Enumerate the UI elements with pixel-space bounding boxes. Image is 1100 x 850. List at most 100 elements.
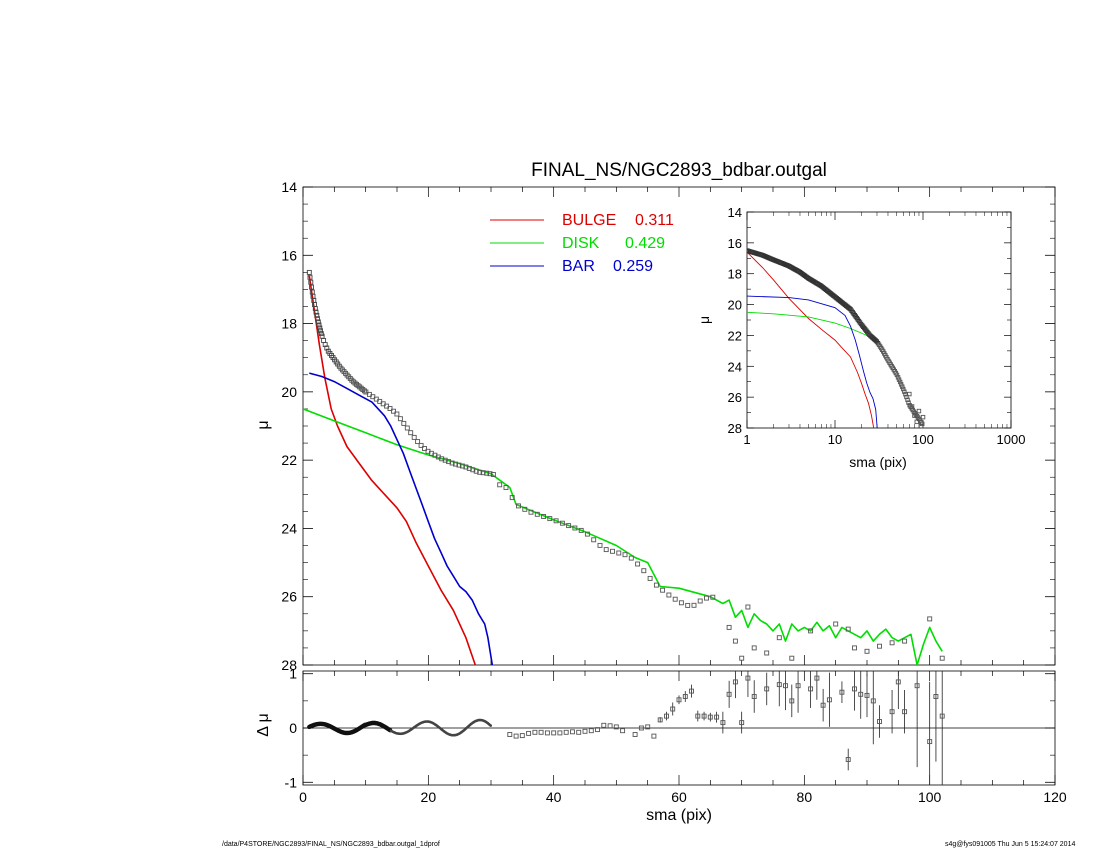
- data-point-outer: [845, 626, 851, 632]
- data-point: [401, 420, 407, 426]
- residual-point: [544, 730, 550, 736]
- data-point: [704, 595, 709, 601]
- data-point: [422, 446, 427, 451]
- legend-label-bar: BAR: [562, 258, 595, 275]
- residual-point: [751, 694, 757, 699]
- data-point-outer: [939, 655, 945, 661]
- inset-background: [747, 212, 1011, 428]
- data-point: [318, 328, 323, 334]
- data-point: [308, 279, 314, 285]
- residual-point: [808, 686, 814, 692]
- data-point: [490, 472, 496, 477]
- series-line-bulge: [308, 275, 477, 665]
- residual-wave-point: [489, 724, 493, 727]
- inset-x-tick-label: 100: [912, 432, 934, 447]
- data-point: [449, 460, 455, 466]
- data-point: [572, 525, 578, 531]
- residual-point: [582, 728, 588, 734]
- data-point: [553, 518, 559, 524]
- data-point: [397, 416, 403, 422]
- main-y-label: μ: [255, 420, 272, 429]
- data-point: [647, 575, 653, 581]
- residual-point: [795, 683, 801, 689]
- residual-point: [519, 733, 525, 739]
- data-point: [352, 380, 358, 386]
- residual-point: [670, 706, 676, 712]
- data-point-outer: [796, 666, 800, 670]
- inset-y-tick-label: 16: [728, 236, 742, 251]
- residual-point: [870, 698, 876, 704]
- data-point: [584, 531, 590, 537]
- inset-data-point: [894, 372, 900, 378]
- residual-point: [789, 698, 795, 704]
- residual-point: [864, 692, 870, 698]
- inset-data-point: [901, 386, 906, 392]
- residual-point: [538, 729, 544, 735]
- data-point: [456, 462, 462, 468]
- data-point: [357, 384, 363, 390]
- data-point-outer: [732, 638, 738, 644]
- inset-data-point: [902, 389, 907, 394]
- data-point: [315, 319, 321, 325]
- data-point: [411, 434, 417, 440]
- inset-y-tick-label: 22: [728, 328, 742, 343]
- chart-title: FINAL_NS/NGC2893_bdbar.outgal: [531, 160, 827, 181]
- data-point: [628, 555, 634, 561]
- inset-data-point: [898, 382, 904, 387]
- residual-point: [877, 719, 882, 724]
- data-point: [559, 520, 565, 526]
- residual-x-tick-label: 100: [918, 789, 942, 805]
- main-y-tick-label: 16: [281, 247, 297, 263]
- inset-y-tick-label: 28: [728, 421, 742, 436]
- data-point: [361, 388, 367, 394]
- data-point: [685, 602, 691, 608]
- data-point-outer: [864, 648, 870, 654]
- data-point-outer: [764, 650, 770, 656]
- data-point: [480, 470, 486, 476]
- residual-point: [570, 729, 575, 735]
- data-point-outer: [889, 640, 895, 646]
- inset-x-tick-label: 10: [828, 432, 842, 447]
- residual-point: [657, 717, 663, 723]
- data-point-outer: [808, 628, 814, 634]
- inset-series-line-bar: [747, 295, 878, 428]
- main-y-tick-label: 28: [281, 657, 297, 673]
- residual-point: [526, 730, 532, 736]
- data-point-outer: [745, 604, 751, 610]
- residual-point: [563, 729, 569, 735]
- residual-x-tick-label: 80: [797, 789, 813, 805]
- residual-point: [588, 728, 594, 734]
- data-point: [516, 503, 521, 509]
- inset-x-tick-label: 1000: [997, 432, 1026, 447]
- inset-y-label: μ: [696, 316, 712, 324]
- residual-point: [557, 730, 563, 736]
- residual-point: [689, 688, 694, 694]
- data-point: [610, 548, 615, 554]
- inset-data-point: [895, 375, 901, 380]
- inset-y-tick-label: 14: [728, 205, 742, 220]
- residual-plot-area: [307, 671, 945, 785]
- data-point-outer: [852, 645, 857, 651]
- residual-point: [664, 713, 669, 719]
- residual-point: [532, 729, 538, 735]
- inset-data-point-outer: [920, 414, 926, 420]
- data-point: [487, 471, 493, 477]
- footer-timestamp: s4g@fys091005 Thu Jun 5 15:24:07 2014: [945, 841, 1076, 848]
- data-point: [466, 465, 472, 471]
- inset-y-tick-label: 18: [728, 267, 742, 282]
- data-point: [641, 568, 647, 574]
- data-point: [306, 269, 312, 275]
- data-point-outer: [927, 616, 933, 622]
- data-point: [660, 587, 666, 593]
- data-point: [691, 602, 697, 608]
- data-point: [541, 514, 547, 519]
- data-point-outer: [789, 655, 795, 661]
- inset-x-tick-label: 1: [743, 432, 750, 447]
- residual-point: [651, 733, 657, 739]
- data-point-outer: [726, 624, 732, 630]
- residual-point: [845, 757, 851, 762]
- residual-point: [914, 683, 920, 689]
- data-point: [316, 322, 322, 328]
- inset-data-point-outer: [909, 404, 915, 409]
